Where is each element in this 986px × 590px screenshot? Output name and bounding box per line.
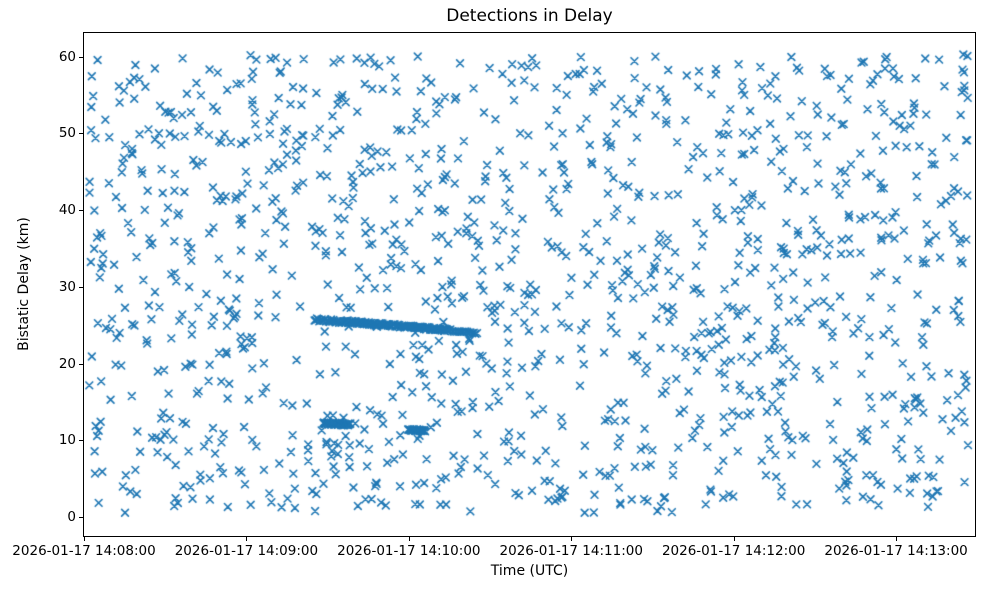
y-tick-mark: [79, 517, 83, 519]
plot-area: [83, 32, 976, 537]
x-tick-label: 2026-01-17 14:08:00: [12, 543, 156, 559]
y-tick-label: 20: [58, 355, 76, 372]
y-tick-mark: [79, 363, 83, 365]
scatter-points-canvas: [84, 33, 975, 536]
y-tick-mark: [79, 133, 83, 135]
x-tick-label: 2026-01-17 14:09:00: [174, 543, 319, 559]
y-tick-label: 60: [58, 48, 76, 65]
y-tick-mark: [79, 440, 83, 442]
chart-title: Detections in Delay: [446, 6, 613, 26]
x-tick-label: 2026-01-17 14:13:00: [824, 543, 968, 559]
x-tick-label: 2026-01-17 14:10:00: [337, 543, 481, 559]
y-tick-mark: [79, 210, 83, 212]
x-tick-label: 2026-01-17 14:12:00: [661, 543, 806, 559]
y-tick-label: 30: [58, 278, 76, 295]
x-tick-mark: [408, 537, 410, 541]
y-tick-label: 10: [58, 432, 76, 449]
y-tick-label: 50: [58, 125, 76, 142]
x-tick-mark: [896, 537, 898, 541]
y-tick-mark: [79, 56, 83, 58]
x-tick-mark: [733, 537, 735, 541]
x-tick-label: 2026-01-17 14:11:00: [499, 543, 643, 559]
x-tick-mark: [84, 537, 85, 541]
x-tick-mark: [571, 537, 573, 541]
y-tick-label: 0: [67, 509, 76, 526]
y-tick-label: 40: [58, 202, 76, 219]
y-tick-mark: [79, 286, 83, 288]
x-axis-label: Time (UTC): [490, 563, 569, 579]
x-tick-mark: [246, 537, 248, 541]
